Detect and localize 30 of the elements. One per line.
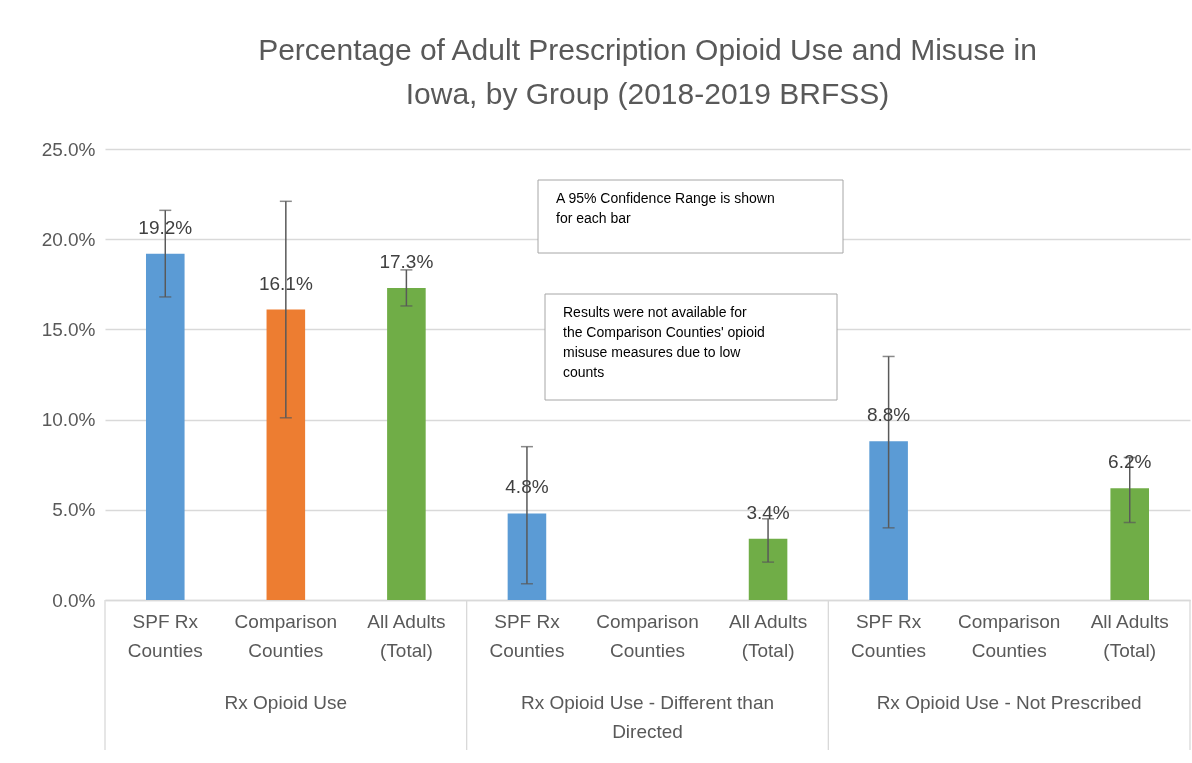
x-tick-label: Comparison Counties	[957, 610, 1061, 661]
y-tick-label: 15.0%	[41, 318, 96, 340]
data-label: 17.3%	[379, 250, 434, 272]
x-tick-label: All Adults (Total)	[728, 610, 808, 661]
y-tick-label: 0.0%	[52, 589, 96, 611]
x-tick-label: Comparison Counties	[234, 610, 338, 661]
x-tick-label: Comparison Counties	[596, 610, 699, 661]
text: Rx Opioid Use	[224, 692, 348, 713]
y-tick-label: 10.0%	[41, 409, 96, 431]
annotation: A 95% Confidence Range is shown for each bar	[556, 190, 775, 226]
bar	[266, 309, 306, 600]
chart-title: Percentage of Adult Prescription Opioid Use and Misuse in Iowa, by Group (2018-2019 BRFSS)	[258, 33, 1037, 110]
text: Rx Opioid Use - Not Prescribed	[876, 692, 1142, 713]
bar	[387, 287, 426, 600]
annotation: Results were not available for the Comparison Counties' opioid misuse measures due to low counts	[563, 304, 765, 380]
bar	[507, 513, 547, 600]
x-tick-label: All Adults (Total)	[367, 610, 446, 661]
x-tick-label: All Adults (Total)	[1090, 610, 1169, 661]
bar	[1110, 488, 1150, 600]
data-label: 3.4%	[746, 501, 790, 523]
x-tick-label: SPF Rx Counties	[489, 610, 565, 661]
text: Rx Opioid Use - Different than Directed	[520, 692, 775, 742]
bar	[145, 253, 185, 600]
y-tick-label: 5.0%	[52, 499, 96, 521]
x-tick-label: SPF Rx Counties	[127, 610, 203, 661]
x-tick-label: SPF Rx Counties	[851, 610, 927, 661]
bar	[748, 538, 788, 600]
y-tick-label: 25.0%	[41, 138, 96, 160]
y-tick-label: 20.0%	[41, 228, 96, 250]
bar	[869, 441, 908, 600]
